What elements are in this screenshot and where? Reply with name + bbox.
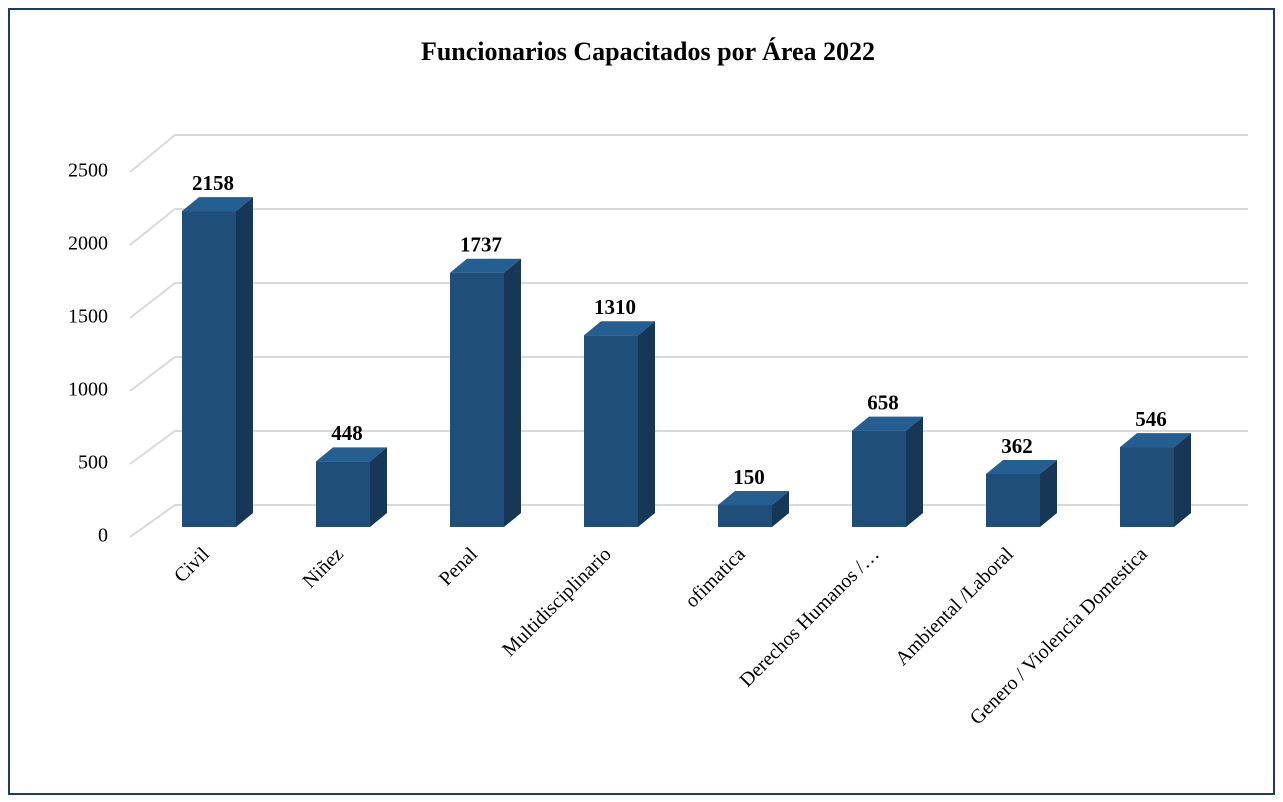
bar — [718, 505, 772, 527]
value-label: 448 — [331, 421, 363, 445]
grid-line — [129, 356, 1248, 392]
bar — [852, 430, 906, 527]
chart-title: Funcionarios Capacitados por Área 2022 — [421, 37, 875, 66]
bar — [450, 272, 504, 527]
bar — [316, 461, 370, 527]
grid-line — [129, 282, 1248, 319]
grid-line — [129, 134, 1248, 173]
bar-side — [1040, 460, 1057, 527]
bar-top — [584, 321, 655, 336]
value-label: 1310 — [594, 295, 636, 319]
value-label: 2158 — [192, 171, 234, 195]
y-tick-label: 0 — [98, 525, 108, 547]
value-label: 658 — [867, 390, 899, 414]
bar-top — [316, 447, 387, 462]
bar — [584, 335, 638, 527]
y-tick-label: 1000 — [68, 379, 108, 401]
bar-side — [504, 258, 521, 527]
y-tick-label: 500 — [78, 452, 108, 474]
value-label: 362 — [1001, 434, 1033, 458]
bar-top — [986, 460, 1057, 475]
bar-side — [1174, 433, 1191, 527]
bar-side — [370, 447, 387, 527]
bar — [1120, 447, 1174, 527]
bar-top — [1120, 433, 1191, 448]
bar-top — [852, 416, 923, 431]
grid-line — [129, 208, 1248, 246]
bar-top — [718, 491, 789, 506]
y-tick-label: 2000 — [68, 233, 108, 255]
bar-side — [772, 491, 789, 527]
bar-side — [906, 416, 923, 527]
value-label: 150 — [733, 465, 765, 489]
value-label: 546 — [1135, 407, 1167, 431]
bar-side — [236, 197, 253, 528]
y-tick-label: 1500 — [68, 306, 108, 328]
y-tick-label: 2500 — [68, 160, 108, 182]
bar-top — [450, 258, 521, 273]
bar-top — [182, 197, 253, 212]
bar — [182, 211, 236, 528]
bar — [986, 474, 1040, 527]
bar-side — [638, 321, 655, 527]
value-label: 1737 — [460, 233, 502, 257]
